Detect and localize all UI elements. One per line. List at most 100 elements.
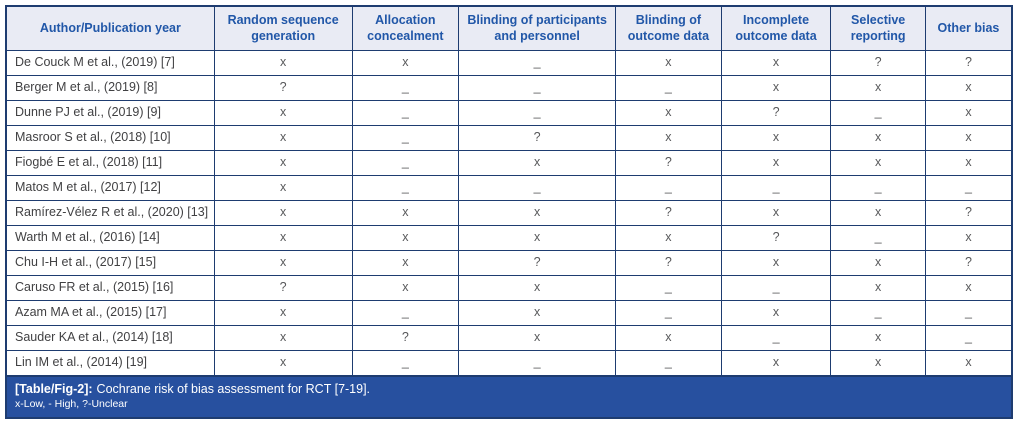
table-row: Ramírez-Vélez R et al., (2020) [13] x x x? x… — [5, 199, 1013, 226]
mark-cell: x — [615, 99, 722, 126]
mark-cell: ? — [924, 199, 1013, 226]
legend-text: x-Low, - High, ?-Unclear — [15, 397, 128, 410]
mark-cell: x — [213, 49, 353, 76]
table-row: Dunne PJ et al., (2019) [9] x _ _ x? _ x — [5, 99, 1013, 126]
author-cell: De Couck M et al., (2019) [7] — [5, 49, 215, 76]
mark-cell: x — [351, 49, 460, 76]
mark-cell: ? — [720, 224, 832, 251]
caption-text: Cochrane risk of bias assessment for RCT… — [96, 381, 371, 396]
author-cell: Masroor S et al., (2018) [10] — [5, 124, 215, 151]
mark-cell: ? — [924, 49, 1013, 76]
mark-cell: _ — [830, 99, 926, 126]
column-header: Random sequence generation — [213, 5, 353, 51]
mark-cell: ? — [615, 149, 722, 176]
mark-cell: _ — [458, 99, 617, 126]
table-row: Azam MA et al., (2015) [17] x _ x _ x _ _ — [5, 299, 1013, 326]
table-row: Sauder KA et al., (2014) [18] x? x x _ x _ — [5, 324, 1013, 351]
column-header: Selective reporting — [830, 5, 926, 51]
mark-cell: _ — [615, 349, 722, 376]
mark-cell: ? — [213, 274, 353, 301]
mark-cell: _ — [830, 224, 926, 251]
mark-cell: x — [213, 174, 353, 201]
mark-cell: _ — [351, 99, 460, 126]
table-figure: Author/Publication year Random sequence g… — [5, 5, 1013, 420]
mark-cell: _ — [351, 174, 460, 201]
mark-cell: x — [213, 199, 353, 226]
mark-cell: x — [351, 249, 460, 276]
column-header: Blinding of participants and personnel — [458, 5, 617, 51]
column-header: Allocation concealment — [351, 5, 460, 51]
author-cell: Chu I-H et al., (2017) [15] — [5, 249, 215, 276]
mark-cell: x — [830, 349, 926, 376]
mark-cell: _ — [351, 74, 460, 101]
caption-title: [Table/Fig-2]: Cochrane risk of bias asse… — [15, 381, 1003, 397]
mark-cell: _ — [458, 349, 617, 376]
table-row: Fiogbé E et al., (2018) [11] x _ x? x x x — [5, 149, 1013, 176]
table-row: De Couck M et al., (2019) [7] x x _ x x?? — [5, 49, 1013, 76]
mark-cell: x — [720, 74, 832, 101]
figure-label: [Table/Fig-2]: — [15, 381, 93, 396]
table-row: Caruso FR et al., (2015) [16]? x x _ _ x x — [5, 274, 1013, 301]
mark-cell: ? — [458, 124, 617, 151]
mark-cell: x — [830, 249, 926, 276]
mark-cell: ? — [351, 324, 460, 351]
mark-cell: _ — [458, 174, 617, 201]
mark-cell: _ — [351, 149, 460, 176]
table-row: Lin IM et al., (2014) [19] x _ _ _ x x x — [5, 349, 1013, 376]
mark-cell: x — [458, 224, 617, 251]
mark-cell: x — [615, 49, 722, 76]
table-row: Masroor S et al., (2018) [10] x _? x x x x — [5, 124, 1013, 151]
mark-cell: x — [351, 274, 460, 301]
mark-cell: ? — [720, 99, 832, 126]
column-header: Incomplete outcome data — [720, 5, 832, 51]
mark-cell: _ — [720, 174, 832, 201]
mark-cell: _ — [830, 299, 926, 326]
mark-cell: x — [458, 299, 617, 326]
header-row: Author/Publication year Random sequence g… — [5, 5, 1013, 51]
mark-cell: x — [351, 199, 460, 226]
risk-of-bias-table: Author/Publication year Random sequence g… — [5, 5, 1013, 377]
mark-cell: _ — [615, 274, 722, 301]
author-cell: Lin IM et al., (2014) [19] — [5, 349, 215, 376]
mark-cell: x — [213, 224, 353, 251]
author-cell: Azam MA et al., (2015) [17] — [5, 299, 215, 326]
author-cell: Dunne PJ et al., (2019) [9] — [5, 99, 215, 126]
mark-cell: x — [458, 274, 617, 301]
mark-cell: x — [213, 249, 353, 276]
mark-cell: x — [830, 274, 926, 301]
mark-cell: x — [924, 74, 1013, 101]
mark-cell: x — [213, 124, 353, 151]
mark-cell: x — [720, 124, 832, 151]
figure-caption: [Table/Fig-2]: Cochrane risk of bias asse… — [5, 376, 1013, 420]
mark-cell: x — [351, 224, 460, 251]
mark-cell: _ — [458, 74, 617, 101]
mark-cell: x — [830, 324, 926, 351]
mark-cell: x — [458, 199, 617, 226]
mark-cell: _ — [351, 299, 460, 326]
mark-cell: ? — [615, 249, 722, 276]
author-cell: Caruso FR et al., (2015) [16] — [5, 274, 215, 301]
mark-cell: _ — [720, 324, 832, 351]
mark-cell: _ — [924, 174, 1013, 201]
table-row: Matos M et al., (2017) [12] x _ _ _ _ _ _ — [5, 174, 1013, 201]
column-header: Author/Publication year — [5, 5, 215, 51]
mark-cell: _ — [615, 299, 722, 326]
mark-cell: x — [720, 249, 832, 276]
mark-cell: x — [924, 149, 1013, 176]
mark-cell: x — [924, 124, 1013, 151]
mark-cell: _ — [615, 74, 722, 101]
mark-cell: x — [213, 349, 353, 376]
author-cell: Warth M et al., (2016) [14] — [5, 224, 215, 251]
mark-cell: _ — [720, 274, 832, 301]
mark-cell: x — [720, 199, 832, 226]
mark-cell: x — [213, 149, 353, 176]
table-row: Chu I-H et al., (2017) [15] x x?? x x? — [5, 249, 1013, 276]
author-cell: Fiogbé E et al., (2018) [11] — [5, 149, 215, 176]
mark-cell: x — [924, 274, 1013, 301]
mark-cell: ? — [830, 49, 926, 76]
mark-cell: x — [615, 324, 722, 351]
mark-cell: ? — [458, 249, 617, 276]
mark-cell: x — [213, 99, 353, 126]
mark-cell: x — [830, 124, 926, 151]
mark-cell: x — [830, 149, 926, 176]
